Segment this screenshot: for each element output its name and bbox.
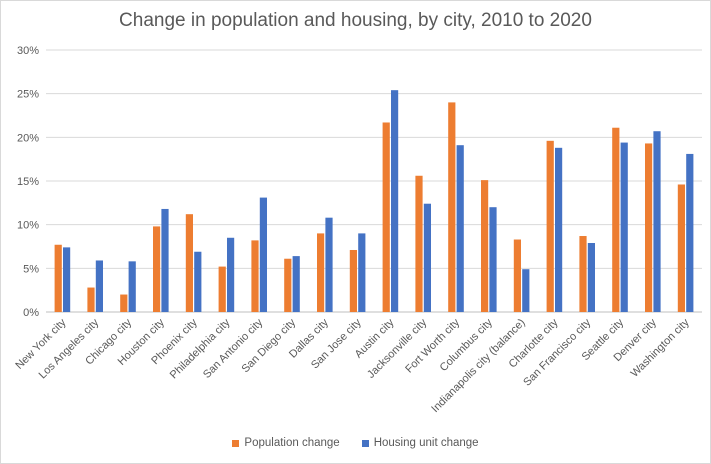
x-tick-label: Los Angeles city [37,316,102,381]
bar-population [448,102,456,313]
bar-population [579,236,587,312]
bar-housing [522,269,530,312]
bar-population [218,266,226,312]
bar-housing [391,90,399,312]
legend-label-housing: Housing unit change [373,437,479,449]
bar-housing [686,153,694,312]
y-tick-label: 25% [17,89,39,101]
chart-title: Change in population and housing, by cit… [119,10,592,31]
bar-population [612,127,620,312]
bar-housing [128,261,136,312]
bar-population [284,258,292,312]
bar-housing [620,142,628,312]
y-tick-label: 30% [17,45,39,57]
legend-swatch-housing [361,439,369,447]
bar-population [513,239,521,312]
bar-housing [423,203,431,312]
bar-housing [587,243,595,312]
bar-population [317,233,325,312]
bar-population [251,240,259,312]
bar-housing [161,208,169,312]
legend-label-population: Population change [244,437,340,449]
bar-population [153,226,161,312]
bar-housing [325,217,333,312]
bar-population [645,143,653,312]
bar-population [415,175,423,312]
bar-population [349,249,357,312]
bar-housing [194,251,202,312]
bar-housing [227,237,235,312]
legend: Population change Housing unit change [1,437,710,449]
bar-housing [489,207,497,312]
y-tick-label: 5% [23,263,39,275]
y-tick-label: 10% [17,220,39,232]
bar-population [87,287,95,312]
x-tick-label: Jacksonville city [365,316,430,381]
bar-population [546,140,554,312]
bar-housing [456,145,464,312]
bar-housing [259,197,267,312]
legend-item-housing: Housing unit change [361,437,479,449]
bar-population [677,184,685,312]
bar-population [120,294,128,312]
legend-swatch-population [232,439,240,447]
bar-population [481,180,489,312]
x-tick-label: San Antonio city [201,316,266,381]
bar-housing [555,147,563,312]
x-tick-label: Philadelphia city [168,316,233,381]
bar-population [54,244,62,312]
bar-population [185,214,193,312]
bar-housing [653,131,661,312]
bar-housing [292,256,300,312]
x-tick-label: Washington city [629,316,692,379]
y-tick-label: 0% [23,307,39,319]
y-tick-label: 15% [17,176,39,188]
legend-item-population: Population change [232,437,340,449]
y-tick-label: 20% [17,132,39,144]
bar-housing [63,247,71,312]
bar-housing [358,233,366,312]
bar-population [382,122,390,312]
bar-housing [95,260,103,312]
